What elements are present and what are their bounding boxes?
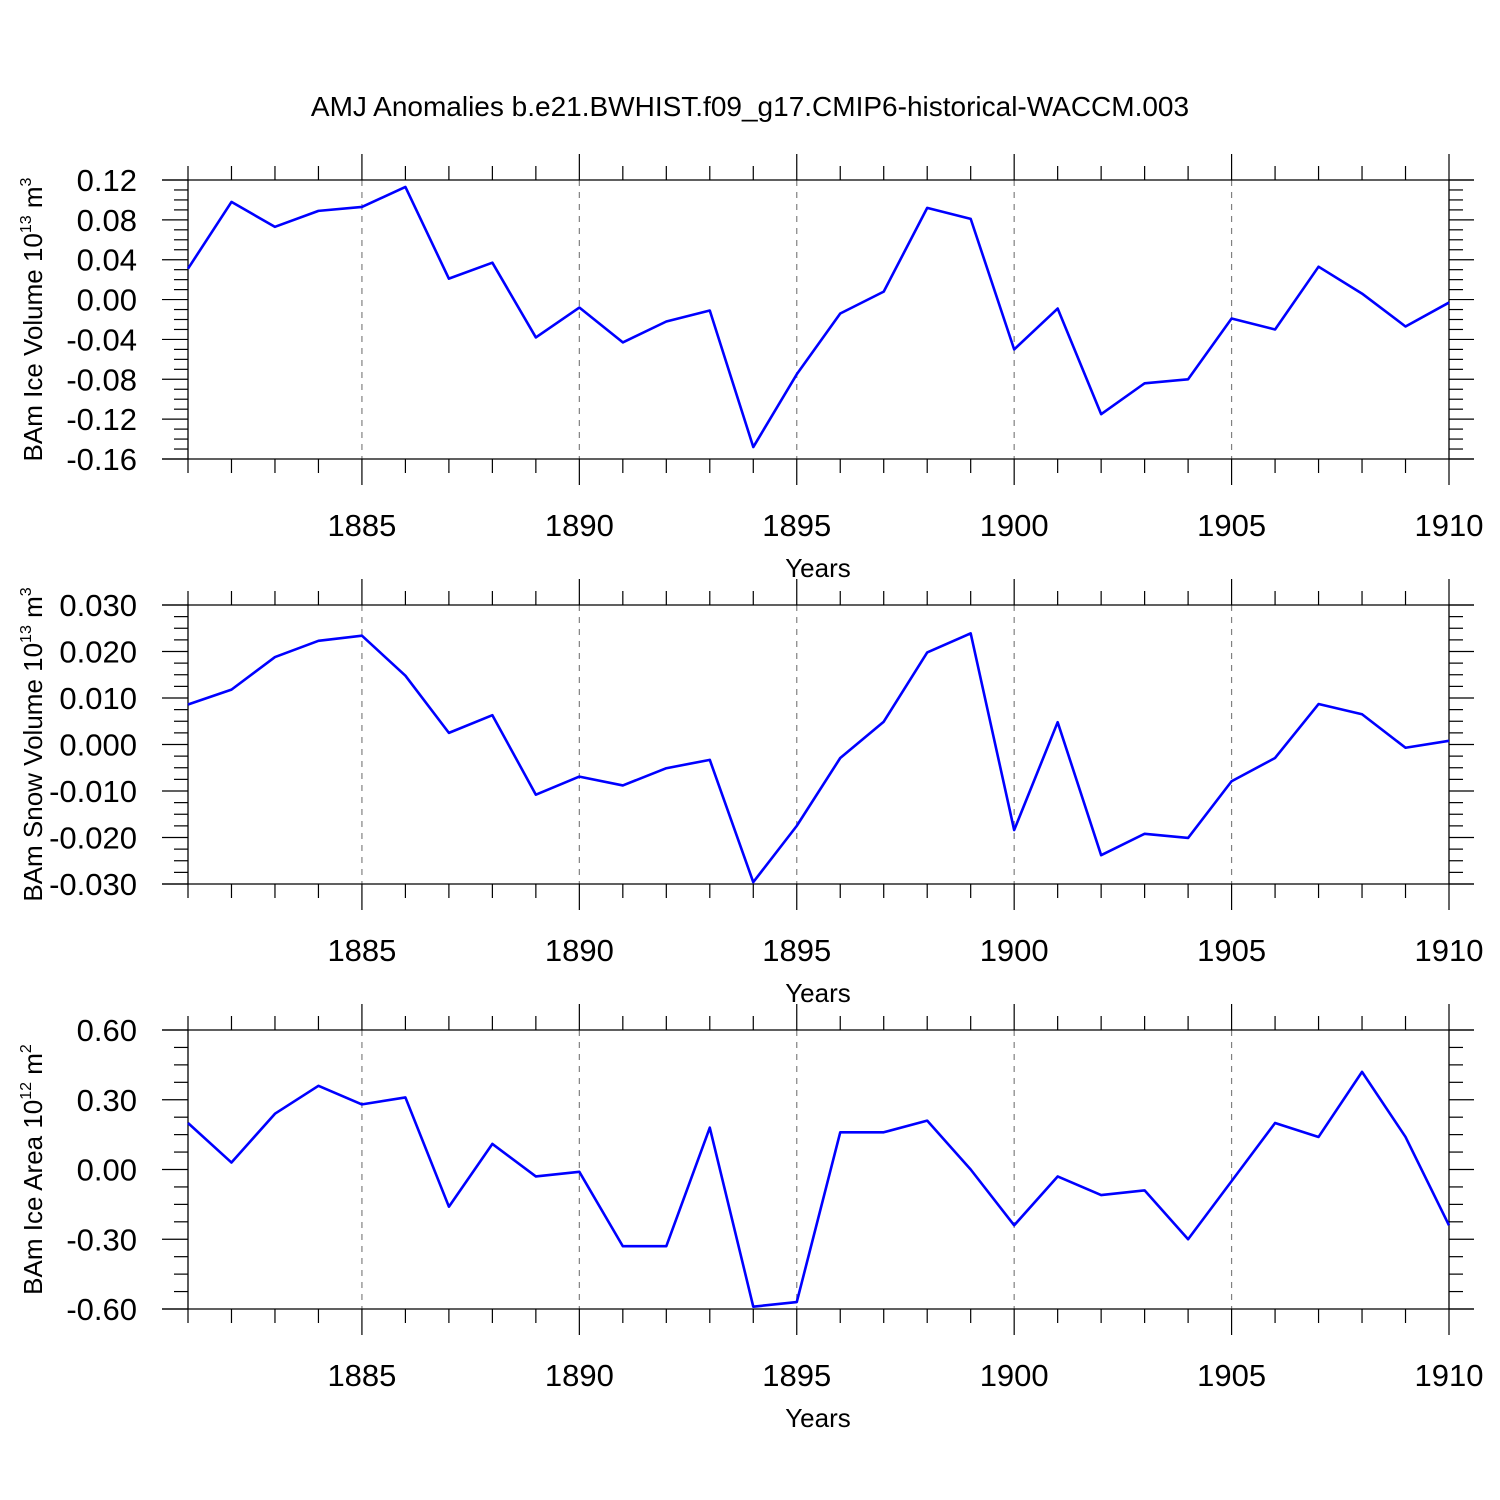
y-axis-label-main: BAm Ice Volume 10 (18, 233, 48, 461)
panel-2: 0.030 0.020 0.010 0.000 -0.010 -0.020 -0.030 18… (18, 579, 1483, 1008)
x-tick-label: 1890 (545, 933, 614, 968)
x-tick-label: 1905 (1197, 933, 1266, 968)
x-axis-label: Years (785, 978, 851, 1008)
y-tick-label: 0.030 (59, 588, 137, 623)
x-tick-label: 1885 (327, 933, 396, 968)
y-tick-label: 0.020 (59, 635, 137, 670)
x-tick-label: 1905 (1197, 508, 1266, 543)
y-tick-label: 0.00 (77, 1153, 137, 1188)
x-tick-label: 1890 (545, 1358, 614, 1393)
panel-3: 0.60 0.30 0.00 -0.30 -0.60 1885 1890 1895 1900 19… (18, 1004, 1483, 1433)
x-tick-label: 1890 (545, 508, 614, 543)
x-tick-label: 1885 (327, 1358, 396, 1393)
y-tick-label: 0.000 (59, 728, 137, 763)
x-axis-label: Years (785, 1403, 851, 1433)
y-axis-label-unit-exponent: 3 (18, 587, 35, 596)
x-tick-label: 1895 (762, 508, 831, 543)
y-axis-label-unit: m (18, 596, 48, 625)
y-axis-label: BAm Ice Volume 1013 m3 (18, 177, 48, 461)
y-tick-label: -0.030 (49, 867, 137, 902)
y-axis-label: BAm Ice Area 1012 m2 (18, 1044, 48, 1295)
series-line (187, 632, 1450, 884)
y-tick-label: 0.12 (77, 163, 137, 198)
chart-panels: 0.12 0.08 0.04 0.00 -0.04 -0.08 -0.12 -0.16 1885… (18, 154, 1483, 1433)
x-tick-label: 1910 (1415, 1358, 1484, 1393)
x-axis-label: Years (785, 553, 851, 583)
y-tick-label: 0.60 (77, 1013, 137, 1048)
x-tick-label: 1900 (980, 1358, 1049, 1393)
y-axis-label-unit-exponent: 3 (18, 177, 35, 186)
x-tick-label: 1905 (1197, 1358, 1266, 1393)
y-axis-label-unit: m (18, 186, 48, 215)
x-tick-label: 1900 (980, 933, 1049, 968)
y-axis-label-exponent: 12 (18, 1082, 35, 1100)
y-tick-label: 0.04 (77, 243, 137, 278)
x-tick-label: 1895 (762, 1358, 831, 1393)
y-tick-label: -0.30 (66, 1222, 137, 1257)
y-axis-label-unit: m (18, 1053, 48, 1082)
y-tick-label: -0.12 (66, 402, 137, 437)
panel-1: 0.12 0.08 0.04 0.00 -0.04 -0.08 -0.12 -0.16 1885… (18, 154, 1483, 583)
y-tick-label: 0.010 (59, 681, 137, 716)
series-line (187, 1070, 1451, 1308)
y-axis-label: BAm Snow Volume 1013 m3 (18, 587, 48, 901)
y-axis-label-unit-exponent: 2 (18, 1044, 35, 1053)
y-axis-label-exponent: 13 (18, 215, 35, 233)
y-tick-label: -0.020 (49, 821, 137, 856)
x-tick-label: 1895 (762, 933, 831, 968)
x-tick-label: 1910 (1415, 933, 1484, 968)
y-tick-label: -0.04 (66, 322, 137, 357)
y-tick-label: -0.010 (49, 774, 137, 809)
y-axis-label-main: BAm Snow Volume 10 (18, 643, 48, 902)
x-tick-label: 1910 (1415, 508, 1484, 543)
series-line (186, 185, 1450, 449)
y-axis-label-exponent: 13 (18, 625, 35, 643)
y-tick-label: -0.08 (66, 362, 137, 397)
y-tick-label: -0.60 (66, 1292, 137, 1327)
y-tick-label: -0.16 (66, 442, 137, 477)
y-axis-label-main: BAm Ice Area 10 (18, 1100, 48, 1295)
y-tick-label: 0.00 (77, 283, 137, 318)
x-tick-label: 1900 (980, 508, 1049, 543)
x-tick-label: 1885 (327, 508, 396, 543)
y-tick-label: 0.08 (77, 203, 137, 238)
y-tick-label: 0.30 (77, 1083, 137, 1118)
chart-title: AMJ Anomalies b.e21.BWHIST.f09_g17.CMIP6… (311, 91, 1189, 122)
